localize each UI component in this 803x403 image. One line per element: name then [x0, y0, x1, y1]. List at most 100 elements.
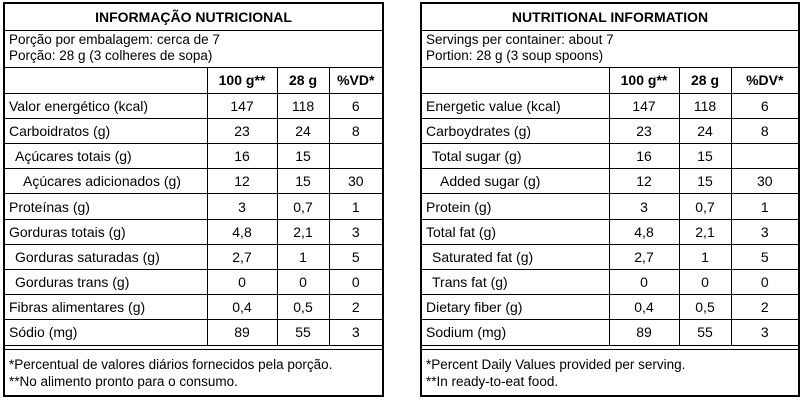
table-body: Energetic value (kcal) 147 118 6 Carboydrate…	[422, 92, 798, 346]
table-row: Sodium (mg) 89 55 3	[422, 319, 798, 346]
daily-value-percent	[328, 143, 382, 170]
daily-value-percent: 8	[328, 117, 382, 145]
value-per-portion: 0,5	[678, 294, 732, 321]
table-row: Gorduras totais (g) 4,8 2,1 3	[5, 218, 382, 245]
panel-title: NUTRITIONAL INFORMATION	[422, 4, 798, 31]
daily-value-percent: 0	[328, 268, 382, 296]
value-per-100g: 89	[206, 319, 278, 346]
footnotes: *Percent Daily Values provided per servi…	[422, 349, 798, 395]
value-per-100g: 3	[608, 193, 680, 220]
nutrition-table: 100 g** 28 g %DV* Energetic value (kcal) 14…	[422, 68, 798, 346]
daily-value-percent: 1	[328, 193, 382, 220]
value-per-portion: 15	[678, 168, 732, 195]
portion-size: Porção: 28 g (3 colheres de sopa)	[9, 48, 213, 63]
serving-info: Porção por embalagem: cerca de 7 Porção:…	[5, 31, 382, 68]
header-daily-value: %VD*	[328, 68, 382, 94]
footnotes: *Percentual de valores diários fornecido…	[5, 349, 382, 395]
header-nutrient	[422, 68, 610, 94]
footnote-ready-to-eat: **No alimento pronto para o consumo.	[9, 374, 238, 389]
table-body: Valor energético (kcal) 147 118 6 Carboidrat…	[5, 92, 382, 346]
value-per-portion: 2,1	[276, 218, 330, 245]
value-per-portion: 0	[678, 268, 732, 296]
nutrient-label: Carboidratos (g)	[5, 117, 208, 145]
value-per-portion: 118	[678, 92, 732, 119]
daily-value-percent: 3	[328, 218, 382, 245]
nutrient-label: Trans fat (g)	[422, 268, 610, 296]
daily-value-percent: 5	[328, 243, 382, 271]
value-per-100g: 16	[206, 143, 278, 170]
header-nutrient	[5, 68, 208, 94]
table-row: Protein (g) 3 0,7 1	[422, 193, 798, 220]
value-per-100g: 0	[206, 268, 278, 296]
value-per-100g: 147	[608, 92, 680, 119]
table-row: Gorduras saturadas (g) 2,7 1 5	[5, 243, 382, 271]
nutrient-label: Açúcares adicionados (g)	[5, 168, 208, 195]
value-per-portion: 118	[276, 92, 330, 119]
nutrient-label: Carboydrates (g)	[422, 117, 610, 145]
nutrient-label: Total sugar (g)	[422, 143, 610, 170]
value-per-portion: 0,7	[276, 193, 330, 220]
daily-value-percent: 5	[730, 243, 798, 271]
nutrient-label: Gorduras trans (g)	[5, 268, 208, 296]
table-row: Dietary fiber (g) 0,4 0,5 2	[422, 294, 798, 321]
table-row: Carboydrates (g) 23 24 8	[422, 117, 798, 145]
value-per-portion: 24	[276, 117, 330, 145]
header-daily-value: %DV*	[730, 68, 798, 94]
daily-value-percent: 3	[730, 319, 798, 346]
daily-value-percent: 0	[730, 268, 798, 296]
nutrient-label: Proteínas (g)	[5, 193, 208, 220]
table-row: Energetic value (kcal) 147 118 6	[422, 92, 798, 119]
value-per-portion: 0,5	[276, 294, 330, 321]
table-row: Proteínas (g) 3 0,7 1	[5, 193, 382, 220]
nutrient-label: Energetic value (kcal)	[422, 92, 610, 119]
value-per-portion: 24	[678, 117, 732, 145]
value-per-100g: 147	[206, 92, 278, 119]
servings-per-container: Servings per container: about 7	[426, 32, 614, 47]
panel-title: INFORMAÇÃO NUTRICIONAL	[5, 4, 382, 31]
table-row: Added sugar (g) 12 15 30	[422, 168, 798, 195]
table-header-row: 100 g** 28 g %VD*	[5, 68, 382, 94]
daily-value-percent: 6	[730, 92, 798, 119]
daily-value-percent: 1	[730, 193, 798, 220]
daily-value-percent: 2	[730, 294, 798, 321]
table-row: Sódio (mg) 89 55 3	[5, 319, 382, 346]
nutrient-label: Sódio (mg)	[5, 319, 208, 346]
nutrient-label: Saturated fat (g)	[422, 243, 610, 271]
daily-value-percent: 8	[730, 117, 798, 145]
value-per-portion: 15	[276, 143, 330, 170]
header-per-100g: 100 g**	[206, 68, 278, 94]
value-per-portion: 1	[276, 243, 330, 271]
value-per-portion: 55	[678, 319, 732, 346]
header-per-100g: 100 g**	[608, 68, 680, 94]
nutrient-label: Added sugar (g)	[422, 168, 610, 195]
value-per-100g: 0,4	[206, 294, 278, 321]
nutrient-label: Açúcares totais (g)	[5, 143, 208, 170]
table-row: Carboidratos (g) 23 24 8	[5, 117, 382, 145]
value-per-100g: 0,4	[608, 294, 680, 321]
header-per-portion: 28 g	[276, 68, 330, 94]
footnote-daily-value: *Percentual de valores diários fornecido…	[9, 357, 333, 372]
table-row: Fibras alimentares (g) 0,4 0,5 2	[5, 294, 382, 321]
serving-info: Servings per container: about 7 Portion:…	[422, 31, 798, 68]
table-row: Trans fat (g) 0 0 0	[422, 268, 798, 296]
nutrient-label: Gorduras totais (g)	[5, 218, 208, 245]
footnote-ready-to-eat: **In ready-to-eat food.	[426, 374, 559, 389]
daily-value-percent: 3	[328, 319, 382, 346]
value-per-100g: 0	[608, 268, 680, 296]
value-per-portion: 55	[276, 319, 330, 346]
value-per-portion: 0	[276, 268, 330, 296]
table-row: Valor energético (kcal) 147 118 6	[5, 92, 382, 119]
value-per-100g: 3	[206, 193, 278, 220]
value-per-portion: 0,7	[678, 193, 732, 220]
nutrition-panel-portuguese: INFORMAÇÃO NUTRICIONAL Porção por embala…	[3, 2, 384, 397]
value-per-100g: 2,7	[206, 243, 278, 271]
footnote-daily-value: *Percent Daily Values provided per servi…	[426, 357, 686, 372]
nutrition-panel-english: NUTRITIONAL INFORMATION Servings per con…	[420, 2, 800, 397]
value-per-100g: 23	[608, 117, 680, 145]
value-per-100g: 23	[206, 117, 278, 145]
daily-value-percent: 30	[730, 168, 798, 195]
value-per-100g: 4,8	[206, 218, 278, 245]
daily-value-percent: 3	[730, 218, 798, 245]
value-per-100g: 2,7	[608, 243, 680, 271]
header-per-portion: 28 g	[678, 68, 732, 94]
